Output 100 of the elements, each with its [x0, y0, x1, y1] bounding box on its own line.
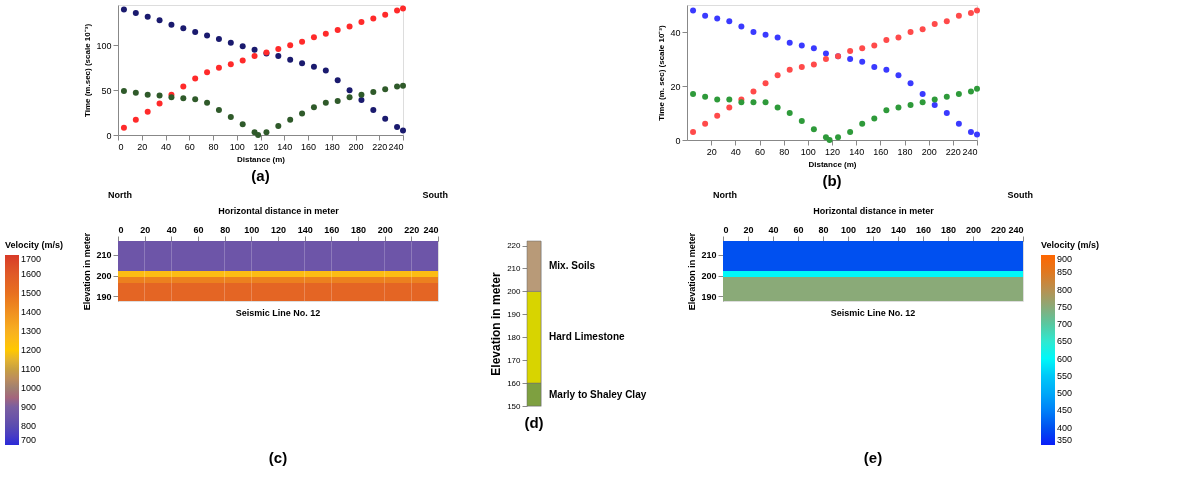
color-bar-label: 650	[1057, 336, 1073, 347]
text: South	[422, 190, 448, 200]
x-tick-label: 200	[921, 146, 937, 157]
x-tick-label: 0	[118, 224, 124, 235]
color-bar-label: 700	[1057, 319, 1073, 330]
y-tick-label: 50	[101, 85, 112, 96]
y-tick-label: 180	[507, 332, 522, 342]
x-tick-label: 160	[300, 141, 317, 152]
x-tick-label: 100	[840, 224, 857, 235]
x-tick-label: 80	[220, 224, 231, 235]
text: (c)	[268, 449, 288, 466]
series-label: Mix. Soils	[549, 260, 596, 272]
x-tick-label: 20	[743, 224, 754, 235]
x-tick-label: 100	[800, 146, 816, 157]
x-tick-label: 220	[945, 146, 961, 157]
x-tick-label: 60	[793, 224, 804, 235]
x-tick-label: 180	[350, 224, 367, 235]
x-axis-title: Distance (m)	[808, 159, 857, 169]
x-tick-label: 60	[754, 146, 766, 157]
x-tick-label: 40	[768, 224, 779, 235]
y-tick-label: 200	[507, 286, 522, 296]
text: South	[1007, 190, 1033, 200]
color-bar-label: 350	[1057, 435, 1073, 445]
x-axis-title: Horizontal distance in meter	[218, 205, 340, 216]
x-tick-label: 240	[423, 224, 439, 235]
color-bar-label: 1500	[21, 288, 42, 298]
x-tick-label: 240	[962, 146, 978, 157]
x-tick-label: 180	[324, 141, 340, 152]
y-tick-label: 200	[701, 271, 717, 282]
color-bar-label: 1300	[21, 326, 42, 336]
x-tick-label: 220	[990, 224, 1007, 235]
x-tick-label: 120	[270, 224, 287, 235]
color-bar-label: 550	[1057, 370, 1073, 381]
color-bar-label: 900	[21, 402, 37, 412]
x-tick-label: 220	[372, 141, 388, 152]
x-tick-label: 180	[897, 146, 913, 157]
x-tick-label: 180	[940, 224, 957, 235]
x-tick-label: 20	[140, 224, 151, 235]
y-tick-label: 100	[96, 40, 112, 51]
x-tick-label: 200	[377, 224, 393, 235]
series-label: Marly to Shaley Clay	[549, 388, 647, 400]
color-bar-title: Velocity (m/s)	[5, 240, 64, 250]
x-tick-label: 60	[184, 141, 195, 152]
text: North	[108, 190, 132, 200]
color-bar-label: 1400	[21, 307, 42, 317]
y-tick-label: 220	[507, 241, 522, 251]
y-tick-label: 190	[96, 291, 112, 302]
color-bar-label: 400	[1057, 422, 1073, 433]
y-tick-label: 20	[670, 81, 681, 92]
x-tick-label: 140	[277, 141, 293, 152]
y-axis-title: Elevation in meter	[82, 232, 93, 311]
y-axis-title: Time (m. sec) (scale 10⁻³)	[657, 25, 667, 121]
text: (a)	[251, 167, 270, 184]
color-bar-label: 450	[1057, 405, 1073, 416]
x-tick-label: 40	[730, 146, 741, 157]
x-axis-title: Horizontal distance in meter	[813, 205, 935, 216]
color-bar-label: 800	[21, 421, 37, 431]
color-bar-label: 850	[1057, 267, 1073, 278]
color-bar-label: 1000	[21, 383, 42, 393]
text: (e)	[863, 449, 883, 466]
color-bar-label: 500	[1057, 388, 1073, 399]
x-tick-label: 160	[873, 146, 889, 157]
y-tick-label: 200	[96, 271, 112, 282]
y-tick-label: 190	[701, 291, 717, 302]
x-tick-label: 60	[193, 224, 204, 235]
y-tick-label: 150	[507, 401, 522, 411]
x-tick-label: 40	[160, 141, 172, 152]
x-tick-label: 200	[965, 224, 982, 235]
x-tick-label: 0	[723, 224, 729, 235]
x-tick-label: 140	[849, 146, 865, 157]
color-bar-label: 1200	[21, 345, 42, 355]
x-tick-label: 40	[166, 224, 177, 235]
x-tick-label: 120	[824, 146, 841, 157]
y-axis-title: Time (m.sec) (scale 10⁻³)	[83, 23, 93, 118]
color-bar-label: 900	[1057, 254, 1073, 264]
text: (b)	[822, 172, 842, 189]
x-tick-label: 100	[229, 141, 245, 152]
color-bar-label: 600	[1057, 353, 1073, 364]
y-tick-label: 210	[507, 264, 522, 273]
x-tick-label: 80	[818, 224, 829, 235]
x-tick-label: 80	[779, 146, 790, 157]
x-tick-label: 120	[865, 224, 882, 235]
x-tick-label: 140	[297, 224, 313, 235]
x-tick-label: 80	[208, 141, 219, 152]
y-axis-title: Elevation in meter	[489, 271, 504, 376]
y-tick-label: 210	[96, 250, 112, 261]
series-label: Hard Limestone	[549, 331, 626, 343]
color-bar-label: 800	[1057, 284, 1073, 295]
x-tick-label: 100	[244, 224, 260, 235]
x-tick-label: 140	[890, 224, 907, 235]
color-bar-label: 1600	[21, 269, 42, 279]
x-tick-label: 200	[348, 141, 364, 152]
y-tick-label: 160	[507, 378, 522, 388]
x-tick-label: 120	[253, 141, 269, 152]
y-axis-title: Elevation in meter	[687, 232, 698, 311]
x-tick-label: 240	[1008, 224, 1024, 235]
text: (d)	[524, 414, 544, 431]
text: Seismic Line No. 12	[830, 308, 916, 318]
color-bar-title: Velocity (m/s)	[1041, 240, 1100, 250]
color-bar-label: 1100	[21, 364, 41, 374]
